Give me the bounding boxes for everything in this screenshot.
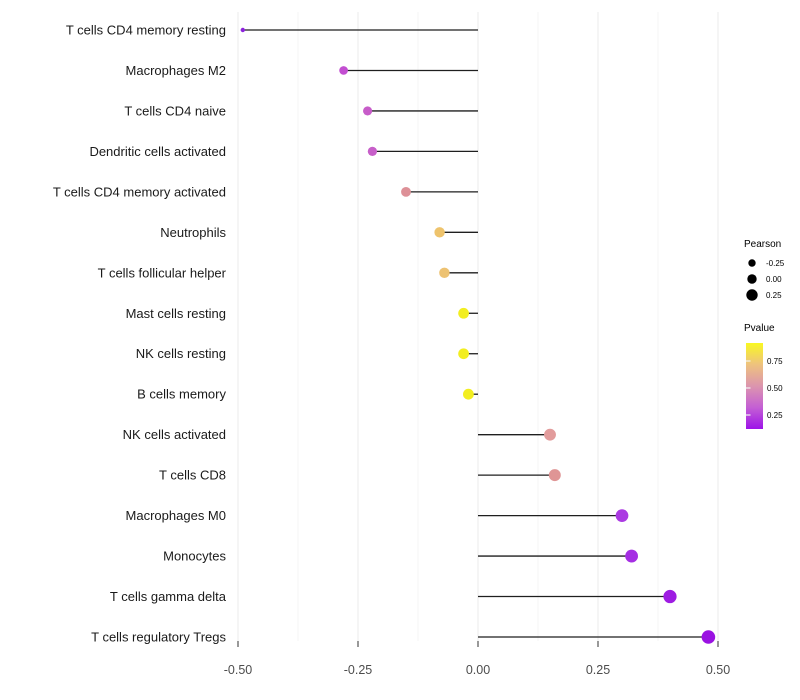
pearson-legend-label: 0.25 (766, 291, 782, 300)
pvalue-color-legend: Pvalue 0.75 0.50 0.25 (744, 323, 783, 429)
x-tick-label: 0.00 (466, 663, 490, 677)
pearson-size-legend: Pearson -0.25 0.00 0.25 (744, 239, 785, 301)
pvalue-legend-label: 0.50 (767, 384, 783, 393)
lollipop-point (240, 27, 245, 33)
category-label: T cells CD8 (159, 468, 226, 483)
pvalue-legend-label: 0.75 (767, 357, 783, 366)
lollipop-point (434, 227, 445, 238)
lollipop-point (544, 428, 556, 441)
category-label: Dendritic cells activated (89, 144, 226, 159)
pearson-legend-dot (748, 259, 756, 267)
lollipop-point (401, 186, 411, 197)
category-label: NK cells activated (123, 427, 226, 442)
x-tick-label: 0.50 (706, 663, 730, 677)
lollipop-point (615, 509, 629, 522)
x-tick-label: -0.25 (344, 663, 373, 677)
pvalue-legend-ticks: 0.75 0.50 0.25 (746, 357, 783, 420)
category-label: Mast cells resting (126, 306, 226, 321)
pearson-legend-dot (747, 274, 757, 284)
category-label: Neutrophils (160, 225, 226, 240)
lollipop-point (625, 549, 638, 563)
pearson-legend-label: 0.00 (766, 275, 782, 284)
category-label: T cells CD4 naive (124, 103, 226, 118)
lollipop-point (439, 267, 450, 279)
x-tick-label: -0.50 (224, 663, 253, 677)
lollipop-point (701, 630, 716, 644)
category-label: T cells gamma delta (110, 589, 227, 604)
category-label: T cells follicular helper (98, 265, 227, 280)
category-label: B cells memory (137, 387, 226, 402)
lollipop-point (548, 469, 561, 482)
category-label: Macrophages M0 (126, 508, 226, 523)
pvalue-gradient-bar (746, 343, 763, 429)
lollipop-point (458, 307, 469, 319)
category-label: T cells CD4 memory resting (66, 23, 226, 38)
category-label: NK cells resting (136, 346, 226, 361)
lollipop-point (463, 388, 474, 400)
category-label: T cells regulatory Tregs (91, 630, 226, 645)
pvalue-legend-label: 0.25 (767, 411, 783, 420)
lollipop-rows (240, 27, 716, 644)
pearson-legend-label: -0.25 (766, 259, 785, 268)
lollipop-point (458, 348, 469, 360)
x-axis: -0.50 -0.25 0.00 0.25 0.50 (224, 641, 730, 677)
lollipop-point (663, 589, 677, 604)
lollipop-point (339, 66, 348, 75)
category-label: Macrophages M2 (126, 63, 226, 78)
pearson-legend-title: Pearson (744, 239, 781, 250)
pearson-legend-dot (746, 289, 758, 301)
x-tick-label: 0.25 (586, 663, 610, 677)
lollipop-point (363, 106, 373, 116)
pvalue-legend-title: Pvalue (744, 323, 775, 334)
gridlines-minor (297, 12, 659, 641)
y-axis-labels: T cells CD4 memory resting Macrophages M2… (53, 23, 227, 645)
category-label: Monocytes (163, 549, 226, 564)
pearson-legend-keys: -0.25 0.00 0.25 (746, 259, 785, 301)
lollipop-point (367, 146, 378, 157)
gridlines-major (237, 12, 719, 641)
category-label: T cells CD4 memory activated (53, 184, 226, 199)
